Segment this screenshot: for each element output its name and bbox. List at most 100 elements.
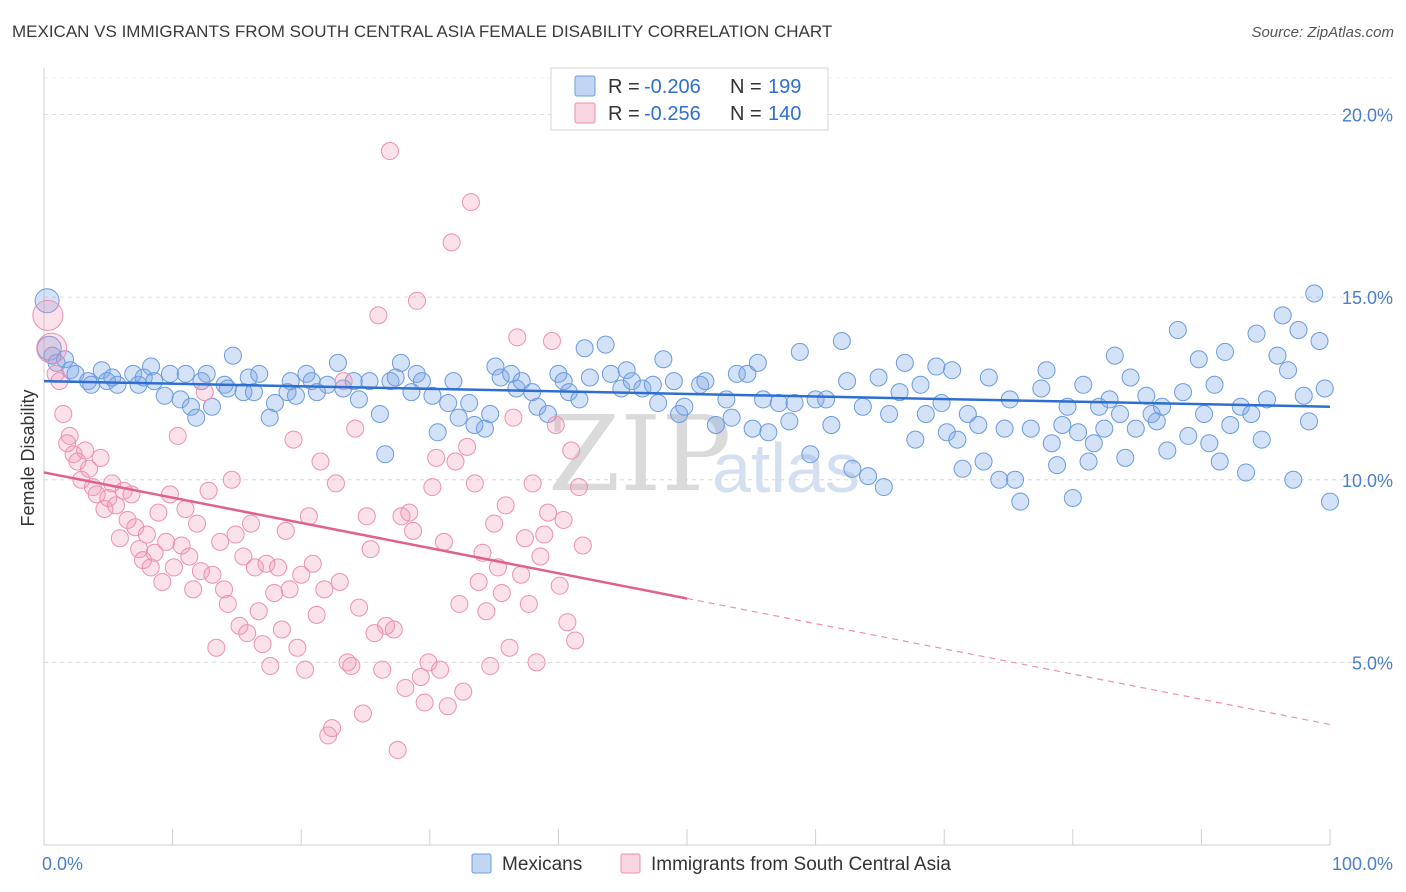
point-mexicans xyxy=(1063,489,1082,508)
point-mexicans xyxy=(895,353,914,372)
point-mexicans xyxy=(439,394,458,413)
point-south-central-asia xyxy=(110,529,129,548)
point-south-central-asia xyxy=(519,594,538,613)
legend-box: R = -0.206 N = 199 R = -0.256 N = 140 xyxy=(550,67,829,131)
point-south-central-asia xyxy=(546,415,565,434)
legend-swatch-mexicans xyxy=(574,75,596,97)
point-south-central-asia xyxy=(554,510,573,529)
point-mexicans xyxy=(859,467,878,486)
point-south-central-asia xyxy=(257,554,276,573)
point-mexicans xyxy=(601,364,620,383)
point-mexicans xyxy=(1321,492,1339,511)
point-mexicans xyxy=(286,386,305,405)
point-mexicans xyxy=(187,408,206,427)
point-mexicans xyxy=(181,397,200,416)
trend-lines xyxy=(43,379,1331,726)
point-south-central-asia xyxy=(353,704,372,723)
point-south-central-asia xyxy=(149,503,168,522)
point-mexicans xyxy=(428,423,447,442)
point-south-central-asia xyxy=(342,657,361,676)
point-south-central-asia xyxy=(137,525,156,544)
point-mexicans xyxy=(1247,324,1266,343)
trend-line-south-central-asia xyxy=(43,471,688,600)
point-mexicans xyxy=(318,375,337,394)
point-south-central-asia xyxy=(188,514,207,533)
point-mexicans xyxy=(853,397,872,416)
point-mexicans xyxy=(696,372,715,391)
point-mexicans xyxy=(759,423,778,442)
point-south-central-asia xyxy=(334,372,353,391)
point-mexicans xyxy=(145,372,164,391)
point-south-central-asia xyxy=(215,580,234,599)
point-south-central-asia xyxy=(234,547,253,566)
point-south-central-asia xyxy=(558,613,577,632)
point-mexicans xyxy=(1105,346,1124,365)
point-mexicans xyxy=(843,459,862,478)
point-south-central-asia xyxy=(126,518,145,537)
point-mexicans xyxy=(995,419,1014,438)
point-south-central-asia xyxy=(373,660,392,679)
point-south-central-asia xyxy=(222,470,241,489)
point-mexicans xyxy=(874,478,893,497)
point-south-central-asia xyxy=(280,580,299,599)
point-south-central-asia xyxy=(161,485,180,504)
point-south-central-asia xyxy=(350,598,369,617)
point-mexicans xyxy=(675,397,694,416)
point-mexicans xyxy=(1095,419,1114,438)
point-mexicans xyxy=(92,361,111,380)
point-south-central-asia xyxy=(91,448,110,467)
point-south-central-asia xyxy=(535,525,554,544)
point-mexicans xyxy=(1116,448,1135,467)
point-mexicans xyxy=(160,364,179,383)
point-south-central-asia xyxy=(180,547,199,566)
point-south-central-asia xyxy=(54,405,73,424)
point-mexicans xyxy=(82,375,101,394)
point-mexicans xyxy=(1011,492,1030,511)
point-mexicans xyxy=(197,364,216,383)
point-south-central-asia xyxy=(242,514,261,533)
point-south-central-asia xyxy=(261,657,280,676)
point-mexicans xyxy=(880,405,899,424)
point-south-central-asia xyxy=(458,437,477,456)
point-south-central-asia xyxy=(141,558,160,577)
point-south-central-asia xyxy=(481,657,500,676)
point-mexicans xyxy=(916,405,935,424)
point-south-central-asia xyxy=(118,510,137,529)
point-mexicans xyxy=(822,415,841,434)
point-mexicans xyxy=(1048,456,1067,475)
point-south-central-asia xyxy=(431,660,450,679)
point-south-central-asia xyxy=(427,448,446,467)
point-south-central-asia xyxy=(446,452,465,471)
point-south-central-asia xyxy=(207,638,226,657)
point-mexicans xyxy=(943,361,962,380)
point-mexicans xyxy=(927,357,946,376)
point-south-central-asia xyxy=(396,678,415,697)
point-mexicans xyxy=(481,405,500,424)
legend-n-value: 199 xyxy=(768,76,801,98)
point-mexicans xyxy=(617,361,636,380)
point-mexicans xyxy=(465,415,484,434)
point-mexicans xyxy=(1284,470,1303,489)
point-south-central-asia xyxy=(492,583,511,602)
point-south-central-asia xyxy=(330,573,349,592)
legend-n-label: N = xyxy=(730,103,762,125)
point-mexicans xyxy=(1189,350,1208,369)
point-mexicans xyxy=(423,386,442,405)
point-south-central-asia xyxy=(562,441,581,460)
point-mexicans xyxy=(1231,397,1250,416)
point-south-central-asia xyxy=(245,558,264,577)
point-south-central-asia xyxy=(195,383,214,402)
point-mexicans xyxy=(1273,306,1292,325)
point-mexicans xyxy=(1006,470,1025,489)
point-south-central-asia xyxy=(191,562,210,581)
point-mexicans xyxy=(1294,386,1313,405)
point-south-central-asia xyxy=(454,682,473,701)
point-mexicans xyxy=(706,415,725,434)
point-mexicans xyxy=(727,364,746,383)
point-south-central-asia xyxy=(157,532,176,551)
bottom-legend: Mexicans Immigrants from South Central A… xyxy=(471,853,951,875)
point-south-central-asia xyxy=(438,697,457,716)
point-mexicans xyxy=(748,353,767,372)
point-mexicans xyxy=(61,361,80,380)
point-south-central-asia xyxy=(566,631,585,650)
